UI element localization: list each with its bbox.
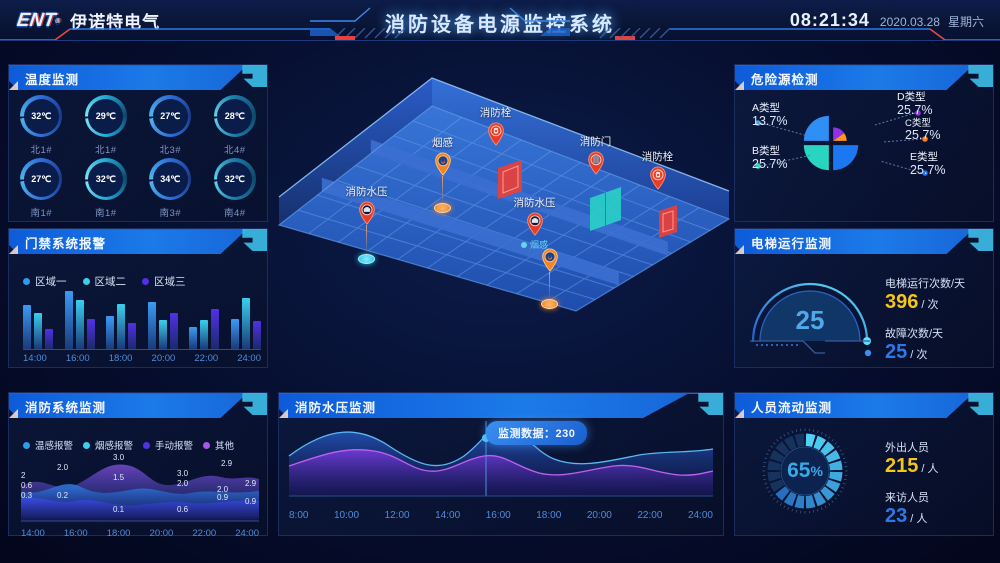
- svg-text:25: 25: [796, 305, 825, 335]
